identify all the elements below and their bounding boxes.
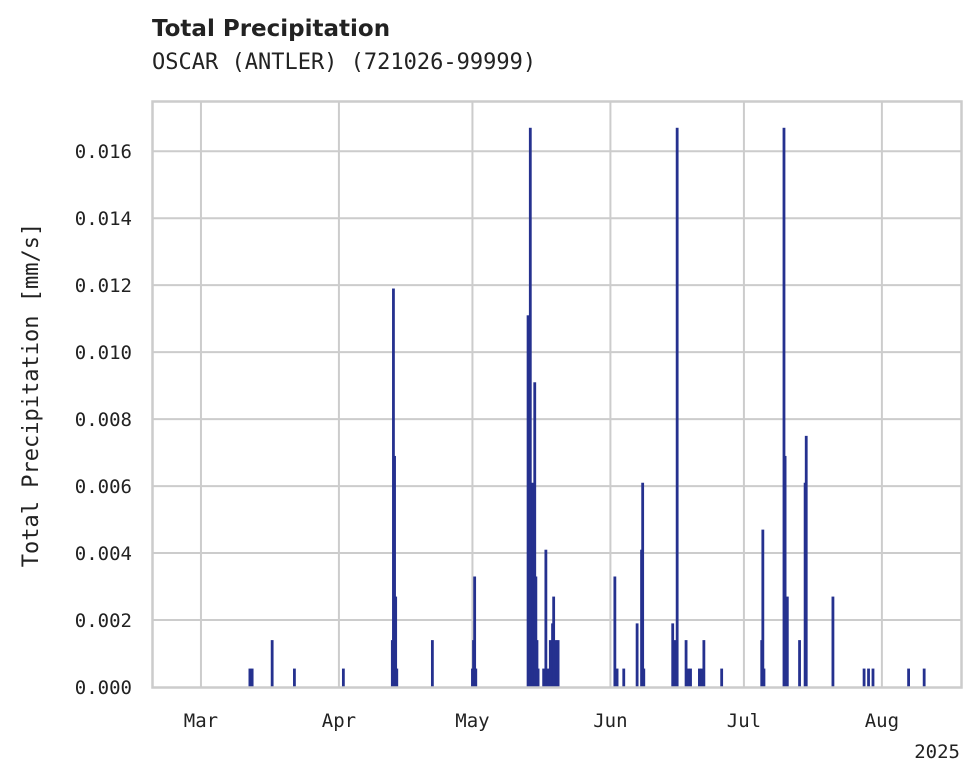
precipitation-bar	[536, 668, 540, 687]
precipitation-bar	[798, 640, 801, 687]
x-axis-ticks: Mar Apr May Jun Jul Aug	[184, 710, 899, 732]
y-axis-title: Total Precipitation [mm/s]	[19, 223, 44, 567]
y-tick-label: 0.000	[75, 677, 132, 699]
precipitation-bar	[341, 668, 345, 687]
y-tick-label: 0.004	[75, 543, 132, 565]
precipitation-bar	[922, 668, 926, 687]
precipitation-bar	[542, 668, 546, 687]
precipitation-bar	[675, 127, 679, 688]
y-axis-ticks: 0.000 0.002 0.004 0.006 0.008 0.010 0.012 0.014…	[75, 141, 132, 699]
precipitation-bar	[393, 455, 396, 687]
precipitation-bar	[394, 596, 398, 687]
x-tick-label: Apr	[322, 710, 356, 732]
x-tick-label: Jun	[593, 710, 627, 732]
precipitation-bar	[698, 668, 701, 687]
precipitation-bar	[250, 668, 254, 687]
precipitation-bar	[546, 668, 550, 687]
precipitation-bar	[528, 127, 532, 688]
precipitation-bar	[548, 640, 552, 687]
precipitation-bar	[720, 668, 724, 687]
precipitation-bar	[862, 668, 866, 687]
precipitation-bar	[533, 382, 537, 687]
precipitation-bar	[642, 668, 646, 687]
precipitation-bar	[552, 596, 556, 687]
precipitation-bar	[867, 668, 870, 687]
precipitation-bar	[641, 482, 645, 687]
precipitation-bar	[544, 549, 548, 687]
precipitation-bar	[535, 640, 539, 687]
precipitation-bar	[615, 668, 619, 687]
precipitation-bar	[907, 668, 910, 687]
x-tick-label: May	[455, 710, 489, 732]
chart-title: Total Precipitation	[152, 16, 391, 42]
precipitation-bar	[293, 668, 296, 687]
y-tick-label: 0.006	[75, 476, 132, 498]
plot-frame	[151, 100, 963, 689]
precipitation-bar	[762, 668, 766, 687]
precipitation-bar	[761, 529, 765, 687]
precipitation-bar	[248, 668, 252, 687]
precipitation-bar	[556, 640, 560, 687]
precipitation-bar	[554, 640, 558, 687]
precipitation-bar	[831, 596, 835, 687]
grid	[152, 101, 962, 687]
precipitation-bar	[534, 576, 538, 687]
precipitation-bar	[785, 596, 789, 687]
precipitation-bar	[684, 640, 688, 687]
y-tick-label: 0.014	[75, 208, 132, 230]
precipitation-bar	[700, 668, 704, 687]
precipitation-bar	[782, 127, 786, 688]
precipitation-bar	[474, 668, 478, 687]
bar-series	[248, 127, 926, 688]
precipitation-bar	[613, 576, 617, 687]
x-tick-label: Jul	[727, 710, 761, 732]
y-tick-label: 0.016	[75, 141, 132, 163]
precipitation-bar	[689, 668, 692, 687]
precipitation-bar	[526, 315, 530, 687]
x-tick-label: Aug	[865, 710, 899, 732]
precipitation-bar	[702, 640, 706, 687]
x-axis-year-label: 2025	[914, 741, 960, 763]
precipitation-bar	[635, 623, 639, 687]
precipitation-bar	[686, 668, 690, 687]
chart-subtitle: OSCAR (ANTLER) (721026-99999)	[152, 50, 537, 75]
y-tick-label: 0.012	[75, 275, 132, 297]
precipitation-bar	[673, 640, 677, 687]
precipitation-bar	[430, 640, 434, 687]
precipitation-bar	[395, 668, 399, 687]
precipitation-bar	[671, 623, 675, 687]
precipitation-bar	[783, 455, 787, 687]
x-tick-label: Mar	[184, 710, 218, 732]
precipitation-bar	[270, 640, 274, 687]
precipitation-bar	[622, 668, 626, 687]
y-tick-label: 0.008	[75, 409, 132, 431]
precipitation-bar	[804, 435, 808, 687]
precipitation-bar	[473, 576, 477, 687]
y-tick-label: 0.002	[75, 610, 132, 632]
y-tick-label: 0.010	[75, 342, 132, 364]
precipitation-bar	[871, 668, 875, 687]
